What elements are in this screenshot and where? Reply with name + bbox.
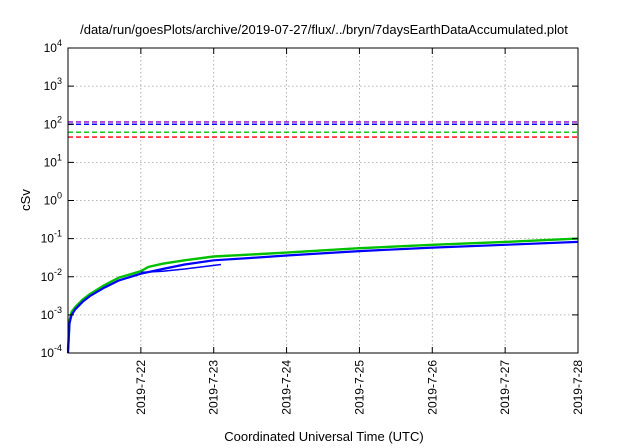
y-tick-label: 103 xyxy=(44,76,62,93)
x-tick-label: 2019-7-27 xyxy=(498,360,512,415)
gridlines xyxy=(68,48,578,353)
x-tick-label: 2019-7-26 xyxy=(425,360,439,415)
y-tick-label: 102 xyxy=(44,114,62,131)
y-tick-labels: 10-4 10-3 10-2 10-1 100 101 102 103 104 xyxy=(41,38,62,360)
series-line xyxy=(66,240,579,354)
x-tick-label: 2019-7-25 xyxy=(352,360,366,415)
x-tick-label: 2019-7-24 xyxy=(280,360,294,415)
data-series xyxy=(66,237,579,354)
axis-ticks xyxy=(68,47,579,354)
y-tick-label: 10-2 xyxy=(41,267,62,284)
threshold-lines xyxy=(68,121,578,138)
x-tick-labels: 2019-7-22 2019-7-23 2019-7-24 2019-7-25 2019… xyxy=(134,360,585,415)
x-tick-label: 2019-7-28 xyxy=(571,360,585,415)
chart-title: /data/run/goesPlots/archive/2019-07-27/f… xyxy=(80,22,568,37)
y-tick-label: 100 xyxy=(44,191,62,208)
y-tick-label: 101 xyxy=(44,152,62,169)
y-tick-label: 10-1 xyxy=(41,229,62,246)
x-tick-label: 2019-7-23 xyxy=(207,360,221,415)
x-axis-label: Coordinated Universal Time (UTC) xyxy=(224,429,423,444)
y-tick-label: 10-4 xyxy=(41,343,62,360)
series-line xyxy=(140,263,222,274)
y-tick-label: 10-3 xyxy=(41,305,62,322)
series-line xyxy=(66,237,579,351)
y-axis-label: cSv xyxy=(18,189,33,211)
x-tick-label: 2019-7-22 xyxy=(134,360,148,415)
y-tick-label: 104 xyxy=(44,38,62,55)
